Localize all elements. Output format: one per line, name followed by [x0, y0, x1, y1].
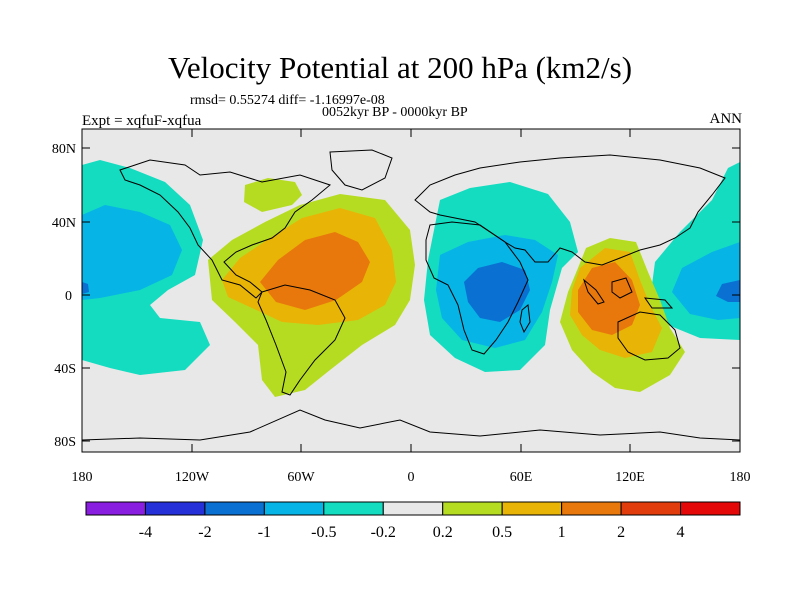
coastline-antarctica — [82, 409, 740, 441]
colorbar-swatch — [204, 501, 265, 516]
colorbar-label: -0.2 — [371, 524, 396, 541]
lon-label-60w: 60W — [287, 470, 315, 485]
colorbar-label: 0.2 — [433, 524, 453, 541]
coastlines — [82, 149, 740, 441]
contour-africa-deep — [464, 262, 530, 322]
coastline-north-america — [119, 159, 332, 299]
colorbar-swatch — [501, 501, 563, 516]
coastline-new-guinea — [643, 297, 674, 309]
colorbar-swatch — [620, 501, 682, 516]
colorbar-swatch — [263, 501, 325, 516]
coastline-borneo — [611, 277, 633, 299]
contour-east-edge-deep — [716, 280, 740, 302]
colorbar-swatch — [85, 501, 146, 516]
season-text: ANN — [709, 111, 743, 127]
colorbar: -4 -2 -1 -0.5 -0.2 0.2 0.5 1 2 4 — [85, 501, 741, 541]
colorbar-swatch — [382, 501, 444, 516]
coastline-australia — [617, 311, 681, 361]
lon-label-180w: 180 — [72, 470, 93, 485]
colorbar-label: -2 — [198, 524, 211, 541]
contour-americas-dark — [260, 232, 370, 310]
coastline-africa — [425, 221, 529, 355]
lon-label-120w: 120W — [175, 470, 210, 485]
lat-label-0: 0 — [65, 289, 72, 304]
period-text: 0052kyr BP - 0000kyr BP — [322, 105, 468, 120]
colorbar-label: 2 — [617, 524, 625, 541]
coastline-south-america — [257, 284, 346, 396]
lon-label-0: 0 — [408, 470, 415, 485]
axis-ticks — [82, 129, 740, 452]
colorbar-swatch — [144, 501, 206, 516]
colorbar-label: -1 — [258, 524, 271, 541]
contour-north-atlantic-green — [244, 178, 302, 212]
colorbar-label: 0.5 — [492, 524, 512, 541]
experiment-text: Expt = xqfuF-xqfua — [82, 113, 202, 129]
lon-label-60e: 60E — [510, 470, 533, 485]
chart-title: Velocity Potential at 200 hPa (km2/s) — [167, 50, 633, 85]
colorbar-label: 1 — [558, 524, 566, 541]
colorbar-swatch — [561, 501, 622, 516]
lat-label-40s: 40S — [54, 362, 76, 377]
colorbar-label: 4 — [677, 524, 685, 541]
stats-text: rmsd= 0.55274 diff= -1.16997e-08 — [190, 93, 385, 108]
lat-label-80n: 80N — [52, 142, 76, 157]
colorbar-label: -0.5 — [311, 524, 336, 541]
lat-label-80s: 80S — [54, 435, 76, 450]
coastline-sumatra — [582, 278, 605, 305]
colorbar-swatch — [323, 501, 384, 516]
contour-west-pacific-blue — [82, 205, 182, 300]
coastline-madagascar — [519, 304, 531, 334]
colorbar-label: -4 — [139, 524, 152, 541]
contour-west-pacific-deep — [82, 282, 89, 294]
lon-label-180e: 180 — [730, 470, 751, 485]
lon-label-120e: 120E — [615, 470, 645, 485]
contour-field — [82, 129, 740, 452]
coastline-greenland — [329, 149, 393, 191]
colorbar-swatch — [442, 501, 503, 516]
colorbar-swatch — [680, 501, 741, 516]
lat-label-40n: 40N — [52, 216, 76, 231]
contour-east-edge-blue — [672, 242, 740, 320]
contour-maritime-dark — [578, 262, 640, 335]
